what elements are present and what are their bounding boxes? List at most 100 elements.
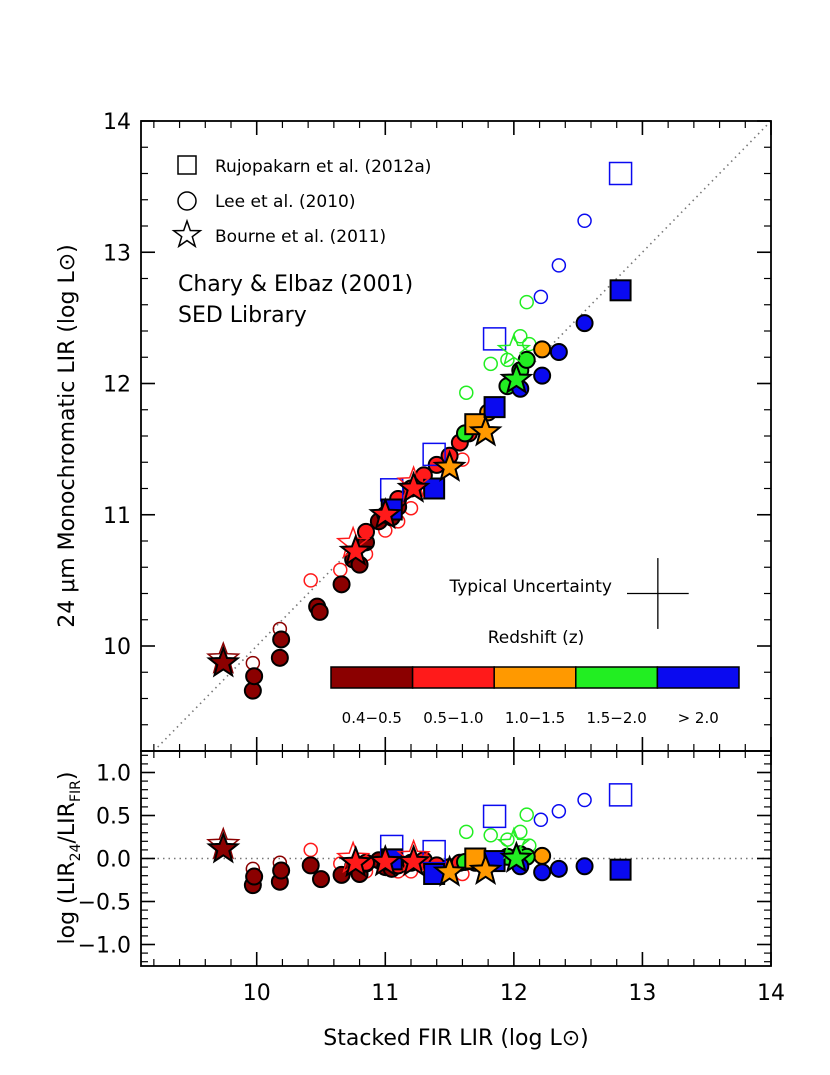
- legend-circle-icon: [177, 191, 197, 211]
- bottom-y-tick-label: 1.0: [96, 762, 131, 787]
- top-filled-square-point: [609, 279, 632, 302]
- bottom-open-circle-point: [533, 812, 549, 828]
- top-y-tick-label: 14: [103, 110, 131, 135]
- colorbar-bin-label: 0.4−0.5: [342, 709, 402, 727]
- bottom-filled-circle-point: [533, 863, 552, 882]
- bottom-y-tick-label: 0.0: [96, 848, 131, 873]
- top-filled-circle-point: [270, 648, 289, 667]
- colorbar-bin-label: 1.5−2.0: [586, 709, 646, 727]
- bottom-data-points: [206, 783, 633, 895]
- bottom-panel: 10 11 12 13 14 −1.0 −0.5 0.0 0.5 1.0 log (LIR24/L…: [55, 750, 785, 1051]
- top-open-circle-point: [519, 294, 534, 310]
- redshift-colorbar: 0.4−0.5 0.5−1.0 1.0−1.5 1.5−2.0 > 2.0: [330, 666, 740, 727]
- legend-label-rujopakarn: Rujopakarn et al. (2012a): [215, 157, 431, 177]
- top-open-circle-point: [303, 573, 318, 588]
- bottom-filled-circle-point: [312, 870, 330, 889]
- x-tick-label: 11: [371, 981, 399, 1006]
- top-y-tick-label: 10: [103, 635, 131, 660]
- top-filled-circle-point: [357, 522, 375, 541]
- bottom-filled-circle-point: [549, 859, 568, 878]
- top-filled-circle-point: [533, 340, 552, 359]
- bottom-filled-square-point: [609, 858, 632, 881]
- top-open-star-point: [496, 332, 532, 366]
- bottom-filled-star-point: [468, 852, 503, 886]
- bottom-open-circle-point: [519, 807, 534, 822]
- colorbar-bin: [493, 666, 577, 689]
- top-open-circle-point: [333, 562, 348, 578]
- top-open-circle-point: [459, 385, 474, 400]
- bottom-filled-star-point: [206, 831, 241, 864]
- bottom-filled-circle-point: [575, 857, 594, 876]
- bottom-plot-frame: [140, 750, 772, 967]
- top-filled-circle-point: [533, 366, 552, 385]
- top-filled-star-point: [499, 361, 534, 394]
- bottom-open-circle-point: [577, 792, 592, 808]
- bottom-y-axis-label: log (LIR24/LIRFIR): [55, 772, 84, 945]
- top-open-circle-point: [551, 258, 567, 273]
- top-filled-circle-point: [549, 343, 568, 361]
- top-filled-circle-point: [575, 314, 594, 333]
- top-open-circle-point: [577, 213, 592, 228]
- top-y-tick-label: 11: [103, 504, 131, 529]
- colorbar-bin-label: 1.0−1.5: [505, 709, 565, 727]
- bottom-filled-circle-point: [245, 867, 264, 886]
- x-tick-label: 13: [628, 981, 656, 1006]
- legend-star-icon: [171, 218, 203, 249]
- top-filled-star-point: [432, 449, 467, 482]
- bottom-filled-star-point: [396, 844, 431, 877]
- top-filled-star-point: [468, 414, 503, 447]
- legend-square-icon: [177, 155, 197, 175]
- bottom-y-tick-label: 0.5: [96, 805, 131, 830]
- bottom-open-circle-point: [483, 828, 498, 843]
- top-filled-square-point: [483, 396, 506, 419]
- bottom-y-tick-label: −0.5: [78, 891, 131, 916]
- colorbar-bin: [656, 666, 740, 689]
- top-filled-circle-point: [245, 667, 264, 686]
- top-y-tick-label: 12: [103, 373, 131, 398]
- bottom-axis-ticks: 10 11 12 13 14 −1.0 −0.5 0.0 0.5 1.0: [78, 751, 785, 1006]
- bottom-filled-star-point: [499, 840, 534, 873]
- top-filled-star-point: [368, 496, 403, 530]
- top-filled-square-point: [423, 477, 446, 500]
- sed-library-subtitle: SED Library: [178, 303, 307, 328]
- top-filled-star-point: [338, 533, 373, 566]
- top-open-circle-point: [533, 289, 549, 305]
- legend-label-bourne: Bourne et al. (2011): [215, 227, 386, 247]
- bottom-y-tick-label: −1.0: [78, 934, 131, 959]
- bottom-open-square-point: [608, 783, 633, 807]
- top-filled-star-point: [206, 645, 241, 678]
- legend-label-lee: Lee et al. (2010): [215, 192, 356, 212]
- bottom-filled-star-point: [432, 854, 467, 887]
- bottom-filled-star-point: [338, 844, 373, 878]
- bottom-open-circle-point: [459, 824, 474, 840]
- bottom-open-circle-point: [513, 824, 528, 840]
- colorbar-title: Redshift (z): [488, 628, 585, 648]
- top-filled-circle-point: [310, 602, 329, 621]
- colorbar-bin-label: 0.5−1.0: [423, 709, 483, 727]
- uncertainty-label: Typical Uncertainty: [448, 577, 612, 597]
- top-axis-ticks: 10 11 12 13 14: [103, 110, 772, 752]
- bottom-open-circle-point: [303, 842, 318, 858]
- top-open-circle-point: [483, 356, 498, 372]
- x-tick-label: 12: [500, 981, 528, 1006]
- x-axis-label: Stacked FIR LIR (log L⊙): [323, 1026, 588, 1051]
- top-filled-circle-point: [272, 630, 291, 649]
- colorbar-bin: [411, 666, 495, 689]
- x-tick-label: 10: [243, 981, 271, 1006]
- top-data-points: [206, 161, 633, 700]
- bottom-filled-circle-point: [301, 856, 320, 875]
- colorbar-bin: [330, 666, 414, 689]
- uncertainty-cross: [627, 558, 689, 629]
- bottom-open-circle-point: [551, 803, 567, 819]
- bottom-filled-star-point: [368, 844, 403, 877]
- top-y-tick-label: 13: [103, 241, 131, 266]
- colorbar-bin-label: > 2.0: [678, 709, 719, 727]
- x-tick-label: 14: [757, 981, 785, 1006]
- legend: Rujopakarn et al. (2012a) Lee et al. (20…: [171, 155, 431, 249]
- top-panel: 10 11 12 13 14 24 μm Monochromatic LIR (log …: [55, 110, 772, 752]
- top-open-square-point: [482, 327, 507, 351]
- top-filled-star-point: [396, 470, 431, 503]
- bottom-filled-circle-point: [272, 861, 291, 880]
- top-open-square-point: [422, 442, 446, 467]
